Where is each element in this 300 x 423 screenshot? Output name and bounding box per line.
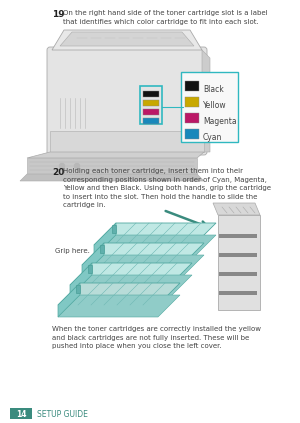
Polygon shape <box>88 265 92 273</box>
Bar <box>218 215 260 310</box>
Polygon shape <box>112 225 116 233</box>
Polygon shape <box>76 285 80 293</box>
Bar <box>219 291 257 295</box>
Bar <box>140 86 162 124</box>
Text: SETUP GUIDE: SETUP GUIDE <box>37 410 88 419</box>
Polygon shape <box>60 32 194 46</box>
Polygon shape <box>58 295 180 317</box>
Text: 20: 20 <box>52 168 64 177</box>
Bar <box>219 272 257 276</box>
Text: Yellow: Yellow <box>203 101 226 110</box>
FancyBboxPatch shape <box>181 72 238 142</box>
Polygon shape <box>100 245 104 253</box>
Polygon shape <box>58 283 180 305</box>
Polygon shape <box>58 283 80 317</box>
Text: 19: 19 <box>52 10 64 19</box>
Polygon shape <box>70 263 192 285</box>
Bar <box>219 253 257 257</box>
Circle shape <box>59 164 64 168</box>
Bar <box>185 113 199 123</box>
Circle shape <box>74 164 80 168</box>
Bar <box>10 408 32 419</box>
Polygon shape <box>27 152 204 158</box>
Bar <box>143 118 159 124</box>
Text: Cyan: Cyan <box>203 133 222 142</box>
Polygon shape <box>94 223 116 257</box>
Polygon shape <box>20 174 204 181</box>
Bar <box>185 129 199 139</box>
Polygon shape <box>82 243 104 277</box>
Polygon shape <box>27 158 197 174</box>
Bar <box>185 81 199 91</box>
Text: On the right hand side of the toner cartridge slot is a label
that identifies wh: On the right hand side of the toner cart… <box>63 10 268 25</box>
Polygon shape <box>82 255 204 277</box>
Text: 14: 14 <box>16 410 26 419</box>
Polygon shape <box>82 243 204 265</box>
Text: Magenta: Magenta <box>203 117 237 126</box>
FancyBboxPatch shape <box>47 47 207 155</box>
Text: Black: Black <box>203 85 224 94</box>
Text: When the toner cartridges are correctly installed the yellow
and black cartridge: When the toner cartridges are correctly … <box>52 326 261 349</box>
Bar <box>219 234 257 238</box>
Text: Grip here.: Grip here. <box>55 248 90 254</box>
Polygon shape <box>52 30 202 50</box>
Polygon shape <box>50 131 204 152</box>
Text: Holding each toner cartridge, insert them into their
corresponding positions sho: Holding each toner cartridge, insert the… <box>63 168 271 208</box>
Polygon shape <box>70 275 192 297</box>
Bar <box>143 100 159 106</box>
Polygon shape <box>94 223 216 245</box>
Bar <box>185 97 199 107</box>
Bar <box>143 91 159 97</box>
Polygon shape <box>70 263 92 297</box>
Bar <box>143 109 159 115</box>
Polygon shape <box>94 235 216 257</box>
Polygon shape <box>202 50 210 152</box>
Polygon shape <box>213 203 260 215</box>
